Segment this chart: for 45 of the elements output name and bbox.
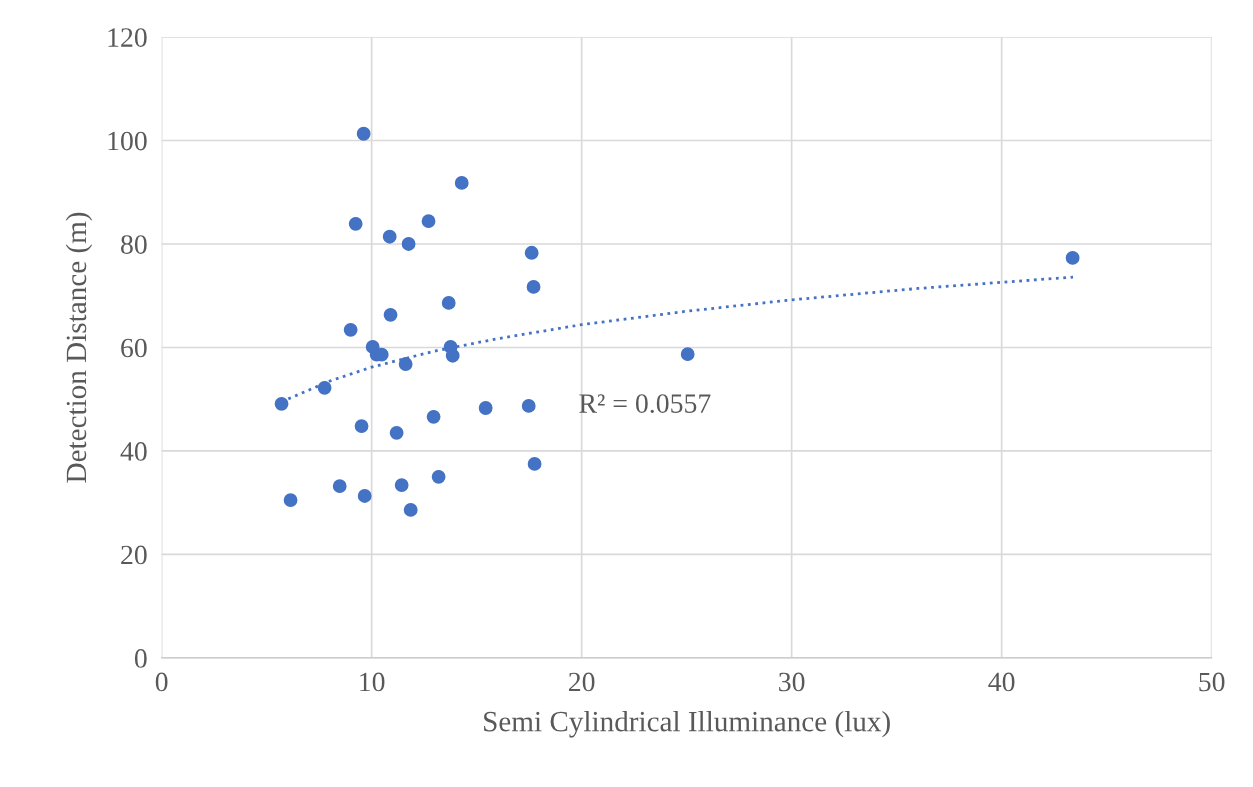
point bbox=[343, 322, 358, 337]
y-tick-label: 60 bbox=[121, 338, 147, 358]
annotation: R² = 0.0557 bbox=[579, 394, 711, 414]
y-tick-label: 80 bbox=[121, 235, 147, 254]
point bbox=[521, 399, 536, 413]
point bbox=[274, 396, 289, 411]
point bbox=[526, 280, 541, 294]
point bbox=[478, 401, 493, 415]
y-tick-label: 40 bbox=[120, 442, 147, 461]
x-tick-label: 50 bbox=[1199, 672, 1225, 692]
y-tick-label: 120 bbox=[108, 28, 147, 47]
point bbox=[383, 307, 398, 322]
point bbox=[454, 176, 469, 190]
y-tick-label: 0 bbox=[134, 649, 147, 668]
point bbox=[524, 245, 539, 260]
x-tick-label: 30 bbox=[779, 672, 805, 692]
point bbox=[283, 493, 298, 508]
x-tick-label: 10 bbox=[360, 672, 385, 692]
point bbox=[421, 214, 436, 229]
point bbox=[403, 503, 418, 517]
point bbox=[680, 347, 695, 362]
point bbox=[317, 380, 332, 395]
point bbox=[445, 348, 460, 363]
point bbox=[1065, 251, 1080, 265]
y-tick-label: 20 bbox=[121, 545, 147, 565]
point bbox=[389, 425, 404, 440]
x-tick-label: 40 bbox=[988, 672, 1015, 692]
point bbox=[527, 456, 542, 471]
y-tick-label: 100 bbox=[108, 131, 147, 151]
point bbox=[441, 296, 456, 310]
point bbox=[394, 478, 409, 493]
x-tick-label: 20 bbox=[568, 672, 595, 692]
x-tick-label: 0 bbox=[155, 672, 168, 692]
point bbox=[357, 489, 372, 503]
point bbox=[348, 216, 363, 231]
point bbox=[332, 479, 347, 494]
point bbox=[354, 419, 369, 434]
point bbox=[398, 357, 413, 371]
y-axis-title: Detection Distance (m) bbox=[65, 212, 93, 483]
point bbox=[356, 126, 371, 141]
point bbox=[426, 409, 441, 424]
x-axis-title: Semi Cylindrical Illuminance (lux) bbox=[484, 710, 890, 738]
point bbox=[382, 229, 397, 244]
point bbox=[431, 469, 446, 484]
point bbox=[401, 237, 416, 251]
